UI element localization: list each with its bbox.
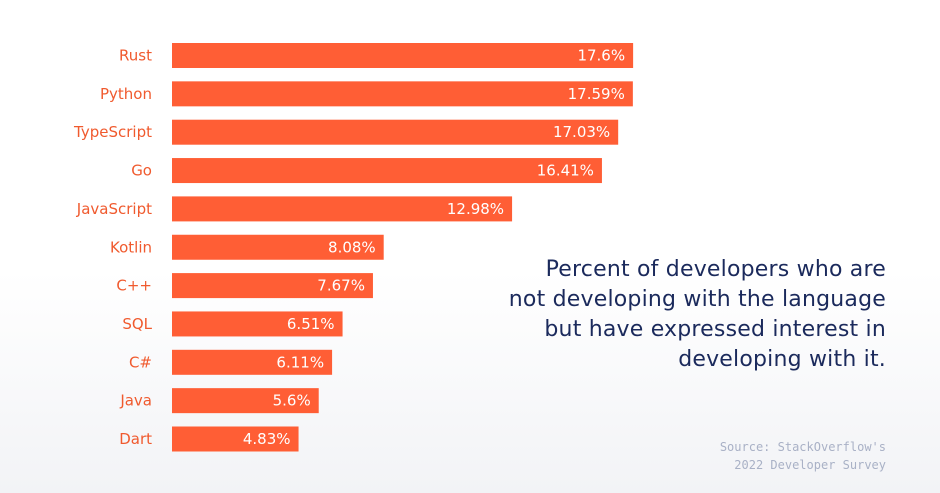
value-label: 16.41% [537,162,594,180]
annotation-line: but have expressed interest in [544,317,886,342]
value-label: 17.59% [568,85,625,103]
bar-ccsharp [172,349,333,375]
value-label: 17.6% [577,47,625,65]
category-label: Dart [119,430,152,448]
category-label: C++ [116,277,152,295]
category-label: JavaScript [76,200,152,218]
source-note: Source: StackOverflow's 2022 Developer S… [586,438,886,474]
value-label: 7.67% [317,277,365,295]
bar-dart [172,426,299,452]
bar-ccpp [172,273,373,299]
category-label: C# [129,353,152,371]
category-label: Rust [119,47,152,65]
source-line: Source: StackOverflow's [719,440,886,454]
labels-group: Rust 17.6% Python 17.59% TypeScript 17.03% Go 1… [73,47,625,449]
annotation-line: not developing with the language [508,287,886,312]
bar-kotlin [172,234,384,260]
chart-annotation: Percent of developers who are not develo… [446,255,886,375]
value-label: 17.03% [553,123,610,141]
category-label: SQL [122,315,152,333]
annotation-line: Percent of developers who are [545,257,886,282]
category-label: Go [131,162,152,180]
bar-python [172,81,633,107]
category-label: Kotlin [110,238,152,256]
category-label: TypeScript [73,123,152,141]
bar-typescript [172,119,619,145]
bar-sql [172,311,343,337]
value-label: 5.6% [273,392,311,410]
value-label: 12.98% [447,200,504,218]
category-label: Java [119,392,152,410]
bar-java [172,388,319,414]
bars-group [172,43,634,452]
value-label: 8.08% [328,238,376,256]
bar-rust [172,43,634,68]
source-line: 2022 Developer Survey [734,458,886,472]
value-label: 4.83% [243,430,291,448]
bar-go [172,158,602,184]
annotation-line: developing with it. [678,347,886,372]
value-label: 6.11% [276,353,324,371]
value-label: 6.51% [287,315,335,333]
bar-javascript [172,196,513,222]
category-label: Python [100,85,152,103]
